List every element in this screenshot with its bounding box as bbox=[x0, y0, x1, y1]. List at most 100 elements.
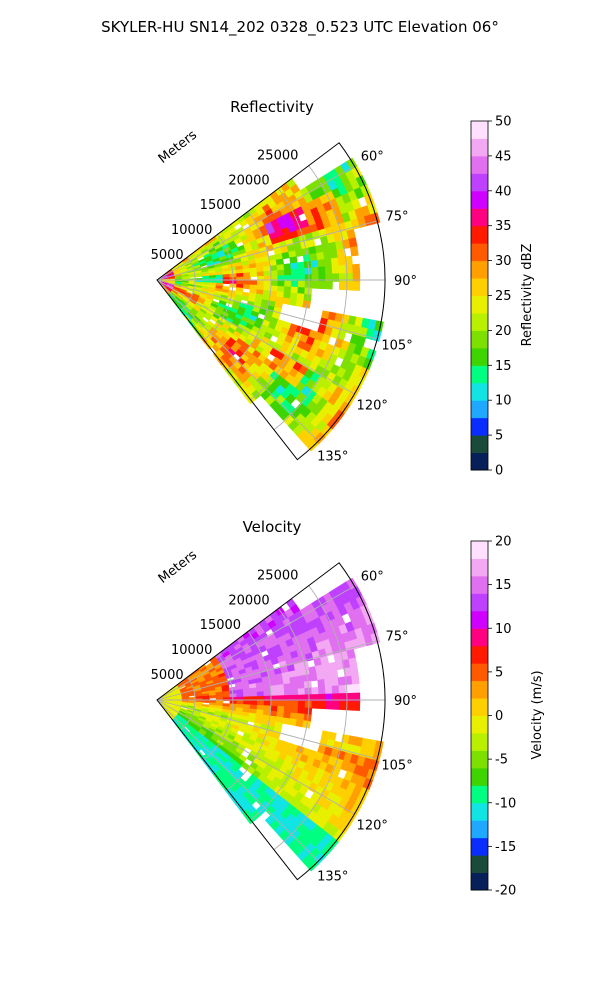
echo-cell bbox=[202, 700, 210, 704]
colorbar-tick-label: 5 bbox=[495, 429, 503, 444]
colorbar-segment bbox=[471, 610, 488, 629]
echo-cell bbox=[276, 264, 285, 271]
azimuth-tick-label: 90° bbox=[394, 694, 417, 709]
colorbar-velocity: -20 -15 -10 -5 0 5 10 15 20 bbox=[470, 535, 516, 899]
colorbar-segment bbox=[471, 225, 488, 244]
echo-cell bbox=[270, 280, 279, 287]
echo-cell bbox=[256, 271, 265, 277]
echo-cell bbox=[297, 268, 306, 276]
echo-cell bbox=[352, 263, 361, 274]
echo-cell bbox=[277, 280, 286, 288]
colorbar-tick-label: -15 bbox=[495, 840, 516, 855]
colorbar-segment bbox=[471, 558, 488, 577]
azimuth-spoke bbox=[156, 165, 355, 281]
echo-cell bbox=[263, 690, 272, 697]
echo-cell bbox=[263, 700, 272, 707]
echo-cell bbox=[330, 257, 340, 267]
echo-cell bbox=[318, 266, 326, 275]
colorbar-segment bbox=[471, 715, 488, 734]
azimuth-tick-label: 120° bbox=[357, 818, 388, 833]
echo-cell bbox=[236, 700, 244, 705]
colorbar-tick-label: 15 bbox=[495, 578, 512, 593]
echo-cell bbox=[296, 713, 305, 721]
range-ring bbox=[180, 676, 196, 731]
echo-cell bbox=[243, 692, 251, 698]
colorbar-segment bbox=[471, 278, 488, 296]
colorbar-tick-label: 0 bbox=[495, 709, 503, 724]
azimuth-tick-label: 135° bbox=[317, 450, 348, 465]
echo-cell bbox=[283, 683, 292, 691]
range-ring bbox=[273, 165, 348, 431]
echo-cell bbox=[325, 281, 333, 290]
colorbar-tick-label: 35 bbox=[495, 219, 512, 234]
echo-cell bbox=[352, 683, 361, 694]
colorbar-tick-label: -10 bbox=[495, 796, 516, 811]
echo-cell bbox=[242, 284, 251, 290]
colorbar-tick-label: -5 bbox=[495, 753, 508, 768]
colorbar-segment bbox=[471, 802, 488, 821]
echo-cell bbox=[338, 281, 347, 291]
echo-cell bbox=[290, 688, 299, 696]
echo-cell bbox=[297, 280, 306, 289]
colorbar-segment bbox=[471, 190, 488, 209]
radial-label-reflectivity: Meters bbox=[156, 128, 200, 167]
range-tick-label: 25000 bbox=[257, 148, 298, 163]
range-tick-label: 25000 bbox=[257, 568, 298, 583]
range-ring bbox=[180, 256, 196, 311]
echo-cell bbox=[289, 256, 298, 264]
colorbar-segment bbox=[471, 855, 488, 874]
azimuth-spoke bbox=[156, 220, 378, 281]
echo-cell bbox=[256, 280, 265, 286]
azimuth-spoke bbox=[156, 640, 378, 701]
echo-cell bbox=[290, 286, 299, 294]
colorbar-segment bbox=[471, 680, 488, 699]
echo-cell bbox=[296, 675, 305, 684]
echo-cell bbox=[263, 280, 272, 287]
echo-cell bbox=[350, 666, 359, 677]
echo-cell bbox=[243, 272, 251, 278]
colorbar-segment bbox=[471, 155, 488, 174]
azimuth-tick-label: 60° bbox=[361, 150, 384, 165]
colorbar-segment bbox=[471, 628, 488, 647]
echo-cell bbox=[338, 701, 347, 711]
colorbar-segment bbox=[471, 593, 488, 612]
colorbar-segment bbox=[471, 452, 488, 471]
colorbar-segment bbox=[471, 208, 488, 227]
plot-velocity: 5000 10000 15000 20000 25000 60° 75° 90° 105° 120… bbox=[151, 562, 417, 885]
colorbar-segment bbox=[471, 541, 488, 559]
sector-frame bbox=[156, 562, 386, 881]
echo-cell bbox=[256, 691, 265, 697]
colorbar-tick-label: 45 bbox=[495, 149, 512, 164]
azimuth-tick-label: 135° bbox=[317, 870, 348, 885]
echo-cell bbox=[297, 287, 306, 295]
echo-cell bbox=[270, 270, 279, 277]
colorbar-segment bbox=[471, 820, 488, 839]
echo-cell bbox=[352, 692, 361, 703]
azimuth-spoke bbox=[156, 699, 319, 862]
echo-cell bbox=[236, 692, 244, 698]
colorbar-segment bbox=[471, 173, 488, 192]
colorbar-segment bbox=[471, 382, 488, 401]
colorbar-tick-label: 20 bbox=[495, 535, 512, 550]
echo-cell bbox=[290, 268, 299, 276]
echo-cell bbox=[247, 716, 256, 723]
echo-cell bbox=[352, 272, 361, 283]
panel-title-reflectivity: Reflectivity bbox=[230, 98, 314, 116]
azimuth-spoke bbox=[156, 279, 319, 442]
colorbar-segment bbox=[471, 435, 488, 454]
echo-cell bbox=[270, 690, 279, 697]
echo-cell bbox=[250, 700, 258, 706]
echo-cell bbox=[297, 700, 306, 709]
echo-cell bbox=[269, 264, 278, 272]
echo-cell bbox=[290, 700, 299, 708]
colorbar-tick-label: 5 bbox=[495, 665, 503, 680]
range-tick-label: 5000 bbox=[151, 248, 184, 263]
echo-cell bbox=[283, 286, 292, 294]
colorbar-tick-label: 50 bbox=[495, 115, 512, 130]
colorbar-segment bbox=[471, 243, 488, 262]
echo-cell bbox=[277, 700, 286, 708]
colorbar-label-velocity: Velocity (m/s) bbox=[530, 670, 545, 759]
echo-cell bbox=[283, 269, 292, 276]
azimuth-spoke bbox=[156, 279, 355, 395]
